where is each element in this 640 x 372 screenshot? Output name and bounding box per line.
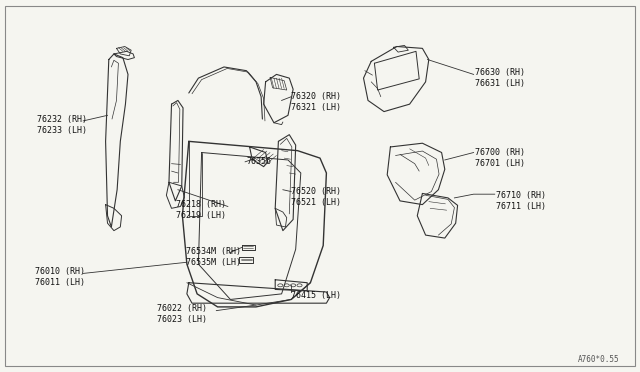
Text: 76320 (RH)
76321 (LH): 76320 (RH) 76321 (LH) bbox=[291, 92, 341, 112]
Text: 76232 (RH)
76233 (LH): 76232 (RH) 76233 (LH) bbox=[37, 115, 87, 135]
Text: 76415 (LH): 76415 (LH) bbox=[291, 291, 341, 300]
Text: 76630 (RH)
76631 (LH): 76630 (RH) 76631 (LH) bbox=[475, 68, 525, 88]
Text: 76520 (RH)
76521 (LH): 76520 (RH) 76521 (LH) bbox=[291, 187, 341, 207]
Text: 76022 (RH)
76023 (LH): 76022 (RH) 76023 (LH) bbox=[157, 304, 207, 324]
Text: 76010 (RH)
76011 (LH): 76010 (RH) 76011 (LH) bbox=[35, 267, 85, 287]
Text: 76700 (RH)
76701 (LH): 76700 (RH) 76701 (LH) bbox=[475, 148, 525, 168]
Text: 76710 (RH)
76711 (LH): 76710 (RH) 76711 (LH) bbox=[496, 191, 546, 211]
Text: A760*0.55: A760*0.55 bbox=[578, 355, 620, 364]
Text: 76534M (RH)
76535M (LH): 76534M (RH) 76535M (LH) bbox=[186, 247, 241, 267]
Text: 76356: 76356 bbox=[246, 157, 271, 166]
Text: 76218 (RH)
76219 (LH): 76218 (RH) 76219 (LH) bbox=[176, 200, 226, 220]
